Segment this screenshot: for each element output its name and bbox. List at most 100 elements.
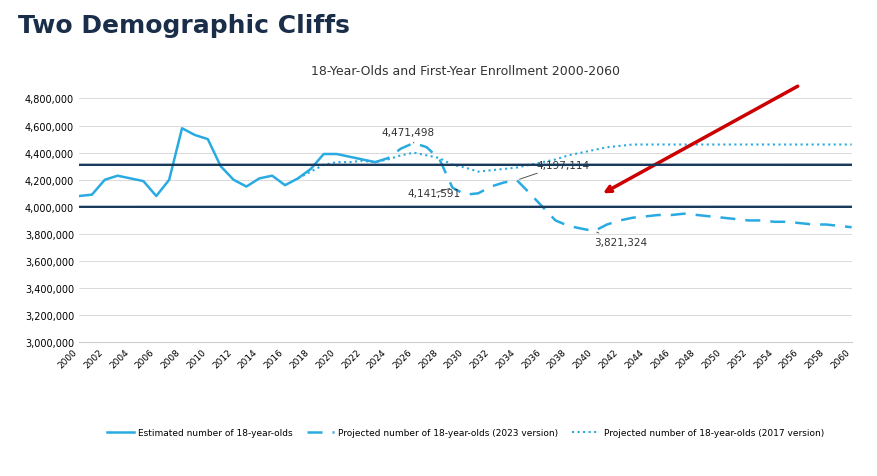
Estimated number of 18-year-olds (203, 137, 213, 143)
Projected number of 18-year-olds (2017 version) (627, 142, 638, 148)
Projected number of 18-year-olds (2017 version) (601, 145, 611, 151)
Line: Projected number of 18-year-olds (2017 version): Projected number of 18-year-olds (2017 v… (297, 145, 851, 179)
Projected number of 18-year-olds (2017 version) (832, 142, 843, 148)
Projected number of 18-year-olds (2017 version) (369, 160, 380, 166)
Estimated number of 18-year-olds (357, 157, 367, 163)
Estimated number of 18-year-olds (318, 152, 329, 158)
Projected number of 18-year-olds (2023 version) (845, 225, 856, 230)
Projected number of 18-year-olds (2017 version) (755, 142, 766, 148)
Projected number of 18-year-olds (2023 version) (434, 157, 445, 163)
Projected number of 18-year-olds (2017 version) (511, 165, 522, 171)
Projected number of 18-year-olds (2017 version) (421, 153, 431, 159)
Projected number of 18-year-olds (2023 version) (807, 222, 817, 228)
Projected number of 18-year-olds (2023 version) (408, 141, 418, 147)
Projected number of 18-year-olds (2023 version) (575, 226, 586, 232)
Projected number of 18-year-olds (2023 version) (704, 214, 715, 220)
Projected number of 18-year-olds (2023 version) (781, 219, 792, 225)
Projected number of 18-year-olds (2023 version) (652, 213, 663, 218)
Estimated number of 18-year-olds (344, 155, 354, 160)
Estimated number of 18-year-olds (125, 176, 136, 182)
Projected number of 18-year-olds (2017 version) (704, 142, 715, 148)
Projected number of 18-year-olds (2017 version) (331, 160, 341, 166)
Estimated number of 18-year-olds (176, 126, 187, 132)
Projected number of 18-year-olds (2017 version) (678, 142, 688, 148)
Projected number of 18-year-olds (2017 version) (434, 156, 445, 161)
Projected number of 18-year-olds (2017 version) (550, 157, 560, 163)
Projected number of 18-year-olds (2023 version) (550, 218, 560, 224)
Projected number of 18-year-olds (2017 version) (652, 142, 663, 148)
Projected number of 18-year-olds (2023 version) (498, 180, 509, 186)
Projected number of 18-year-olds (2017 version) (396, 153, 406, 159)
Estimated number of 18-year-olds (112, 173, 123, 179)
Projected number of 18-year-olds (2017 version) (344, 160, 354, 166)
Projected number of 18-year-olds (2017 version) (318, 163, 329, 169)
Projected number of 18-year-olds (2023 version) (396, 147, 406, 152)
Projected number of 18-year-olds (2023 version) (730, 217, 740, 222)
Estimated number of 18-year-olds (280, 183, 290, 188)
Text: Two Demographic Cliffs: Two Demographic Cliffs (18, 14, 349, 38)
Estimated number of 18-year-olds (151, 194, 161, 199)
Projected number of 18-year-olds (2023 version) (537, 205, 547, 210)
Legend: Estimated number of 18-year-olds, Projected number of 18-year-olds (2023 version: Estimated number of 18-year-olds, Projec… (103, 425, 826, 441)
Estimated number of 18-year-olds (292, 176, 303, 182)
Projected number of 18-year-olds (2017 version) (524, 163, 534, 169)
Estimated number of 18-year-olds (189, 133, 200, 139)
Projected number of 18-year-olds (2017 version) (730, 142, 740, 148)
Projected number of 18-year-olds (2017 version) (717, 142, 727, 148)
Text: 4,471,498: 4,471,498 (381, 128, 434, 144)
Estimated number of 18-year-olds (241, 184, 252, 190)
Projected number of 18-year-olds (2017 version) (768, 142, 779, 148)
Estimated number of 18-year-olds (228, 178, 239, 183)
Projected number of 18-year-olds (2017 version) (537, 160, 547, 166)
Projected number of 18-year-olds (2017 version) (781, 142, 792, 148)
Projected number of 18-year-olds (2023 version) (678, 211, 688, 217)
Text: 3,821,324: 3,821,324 (594, 233, 646, 248)
Projected number of 18-year-olds (2017 version) (807, 142, 817, 148)
Projected number of 18-year-olds (2023 version) (639, 214, 650, 220)
Projected number of 18-year-olds (2023 version) (832, 224, 843, 229)
Projected number of 18-year-olds (2023 version) (369, 160, 380, 166)
Projected number of 18-year-olds (2017 version) (562, 153, 573, 159)
Projected number of 18-year-olds (2017 version) (292, 176, 303, 182)
Estimated number of 18-year-olds (253, 176, 264, 182)
Projected number of 18-year-olds (2017 version) (460, 165, 470, 171)
Projected number of 18-year-olds (2017 version) (485, 168, 496, 174)
Projected number of 18-year-olds (2017 version) (845, 142, 856, 148)
Projected number of 18-year-olds (2017 version) (446, 163, 457, 169)
Projected number of 18-year-olds (2017 version) (691, 142, 702, 148)
Projected number of 18-year-olds (2023 version) (755, 218, 766, 224)
Projected number of 18-year-olds (2023 version) (717, 216, 727, 221)
Projected number of 18-year-olds (2023 version) (382, 156, 393, 161)
Projected number of 18-year-olds (2017 version) (382, 157, 393, 163)
Projected number of 18-year-olds (2023 version) (627, 216, 638, 221)
Estimated number of 18-year-olds (99, 178, 110, 183)
Projected number of 18-year-olds (2023 version) (460, 192, 470, 198)
Title: 18-Year-Olds and First-Year Enrollment 2000-2060: 18-Year-Olds and First-Year Enrollment 2… (310, 65, 619, 78)
Projected number of 18-year-olds (2017 version) (820, 142, 831, 148)
Line: Projected number of 18-year-olds (2023 version): Projected number of 18-year-olds (2023 v… (374, 144, 851, 232)
Line: Estimated number of 18-year-olds: Estimated number of 18-year-olds (79, 129, 374, 197)
Projected number of 18-year-olds (2023 version) (562, 224, 573, 229)
Projected number of 18-year-olds (2023 version) (614, 218, 624, 224)
Projected number of 18-year-olds (2017 version) (794, 142, 804, 148)
Projected number of 18-year-olds (2023 version) (743, 218, 753, 224)
Projected number of 18-year-olds (2023 version) (473, 191, 483, 197)
Projected number of 18-year-olds (2023 version) (820, 222, 831, 228)
Estimated number of 18-year-olds (87, 192, 97, 198)
Estimated number of 18-year-olds (74, 194, 84, 199)
Projected number of 18-year-olds (2017 version) (498, 167, 509, 172)
Estimated number of 18-year-olds (164, 178, 175, 183)
Projected number of 18-year-olds (2023 version) (588, 229, 599, 235)
Projected number of 18-year-olds (2023 version) (524, 191, 534, 197)
Text: 4,197,114: 4,197,114 (519, 160, 588, 180)
Estimated number of 18-year-olds (215, 164, 225, 170)
Projected number of 18-year-olds (2023 version) (601, 222, 611, 228)
Projected number of 18-year-olds (2017 version) (575, 150, 586, 156)
Projected number of 18-year-olds (2023 version) (666, 213, 676, 218)
Projected number of 18-year-olds (2017 version) (408, 150, 418, 156)
Projected number of 18-year-olds (2017 version) (588, 148, 599, 153)
Projected number of 18-year-olds (2017 version) (639, 142, 650, 148)
Projected number of 18-year-olds (2017 version) (743, 142, 753, 148)
Projected number of 18-year-olds (2023 version) (691, 213, 702, 218)
Estimated number of 18-year-olds (305, 167, 316, 172)
